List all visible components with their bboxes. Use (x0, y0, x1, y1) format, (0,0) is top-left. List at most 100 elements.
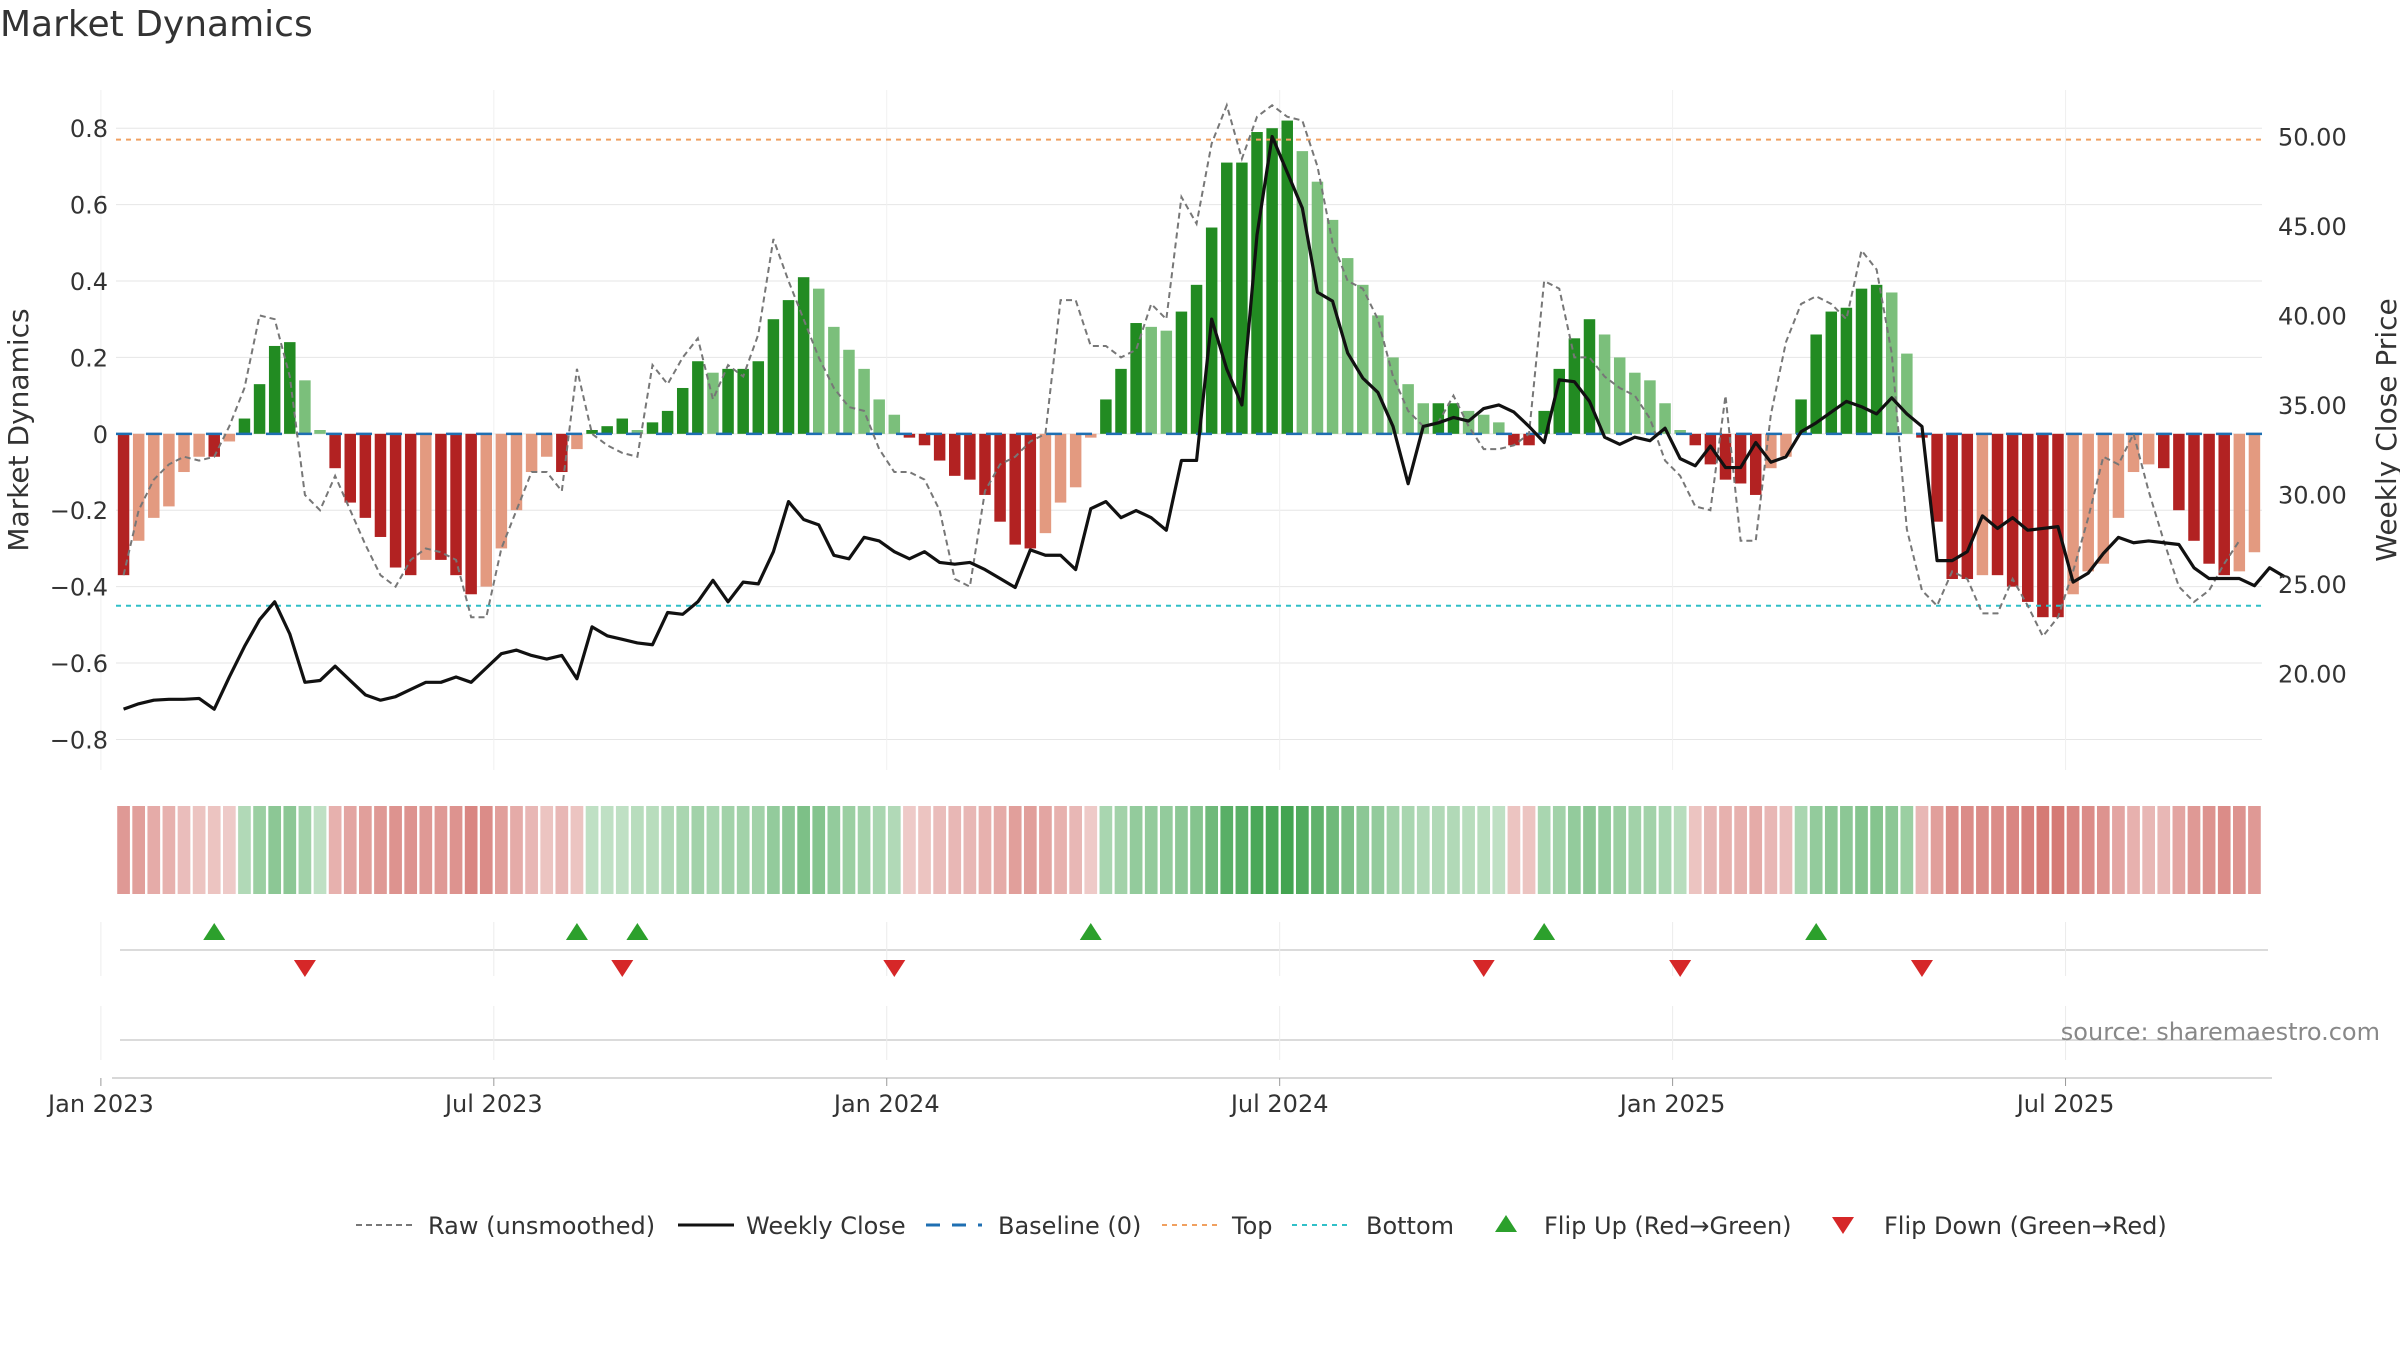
heatmap-cell (117, 806, 130, 894)
heatmap-cell (1416, 806, 1430, 894)
heatmap-cell (570, 806, 584, 894)
heatmap-cell (1129, 806, 1143, 894)
smoothed-bar (2158, 433, 2170, 469)
smoothed-bar (1039, 433, 1052, 534)
smoothed-bar (631, 430, 644, 434)
heatmap-cell (615, 806, 629, 894)
heatmap-cell (555, 806, 569, 894)
heatmap-cell (1054, 806, 1067, 894)
flip-up-marker (203, 923, 226, 940)
smoothed-bar (1885, 292, 1898, 434)
heatmap-cell (751, 806, 765, 894)
legend-item: Top (1162, 1212, 1273, 1240)
heatmap-cell (389, 806, 402, 894)
smoothed-bar (646, 422, 659, 434)
legend-label: Flip Down (Green→Red) (1884, 1212, 2167, 1240)
flip-up-marker (1079, 923, 1102, 940)
heatmap-cell (2051, 806, 2065, 894)
smoothed-bar (1870, 284, 1883, 434)
smoothed-bar (586, 430, 598, 434)
right-axis: 50.00 45.00 40.00 35.00 30.00 25.00 20.00 (2278, 124, 2347, 689)
smoothed-bar (979, 433, 991, 495)
heatmap-cell (963, 806, 977, 894)
smoothed-bar (873, 399, 885, 434)
smoothed-bar (178, 433, 190, 473)
heatmap-cell (1023, 806, 1037, 894)
smoothed-bar (1991, 433, 2004, 576)
smoothed-bar (540, 433, 553, 457)
heatmap-cell (585, 806, 599, 894)
heatmap-cell (1915, 806, 1929, 894)
legend-item: Baseline (0) (926, 1212, 1141, 1240)
heatmap-cell (1824, 806, 1838, 894)
smoothed-bar (556, 433, 568, 473)
heatmap-cell (268, 806, 282, 894)
heatmap-cell (1507, 806, 1521, 894)
smoothed-bar (1024, 433, 1037, 549)
smoothed-bar (359, 433, 372, 518)
smoothed-bar (1341, 258, 1354, 434)
heatmap-cell (495, 806, 508, 894)
flip-down-marker (293, 960, 316, 977)
heatmap-cell (887, 806, 901, 894)
heatmap-cell (479, 806, 493, 894)
heatmap-cell (1356, 806, 1370, 894)
flip-up-marker (626, 923, 649, 940)
smoothed-bar (2188, 433, 2200, 541)
x-tick-label: Jul 2025 (2015, 1090, 2115, 1118)
heatmap-cell (1885, 806, 1899, 894)
y-tick-left: −0.8 (50, 726, 108, 754)
smoothed-bar (1674, 430, 1686, 434)
y-tick-left: 0.6 (70, 192, 108, 220)
heatmap-cell (1855, 806, 1868, 894)
heatmap-cell (343, 806, 357, 894)
heatmap-cell (812, 806, 826, 894)
smoothed-bar (767, 319, 780, 434)
smoothed-bar (1689, 433, 1702, 446)
smoothed-bar (1765, 433, 1777, 469)
heatmap-cell (1568, 806, 1581, 894)
smoothed-bar (843, 349, 855, 434)
smoothed-bar (1387, 357, 1399, 434)
heatmap-cell (374, 806, 387, 894)
smoothed-bar (253, 384, 266, 434)
y-axis-label-right: Weekly Close Price (2370, 298, 2400, 561)
legend: Raw (unsmoothed) Weekly Close Baseline (0)… (356, 1212, 2167, 1240)
heatmap-cell (1960, 806, 1974, 894)
weekly-close-line (123, 134, 2286, 711)
heatmap-cell (419, 806, 433, 894)
heatmap-cell (2172, 806, 2186, 894)
heatmap-cell (2248, 806, 2261, 894)
y-tick-left: −0.4 (50, 574, 108, 602)
smoothed-bar (1704, 433, 1717, 465)
legend-swatch (1832, 1217, 1854, 1234)
heatmap-cell (736, 806, 750, 894)
y-axis-label-left: Market Dynamics (2, 308, 35, 551)
smoothed-bar (2173, 433, 2185, 511)
heatmap-cell (222, 806, 236, 894)
heatmap-cell (2096, 806, 2110, 894)
heatmap-cell (948, 806, 962, 894)
heatmap-cell (1447, 806, 1460, 894)
heatmap-cell (313, 806, 327, 894)
heatmap-cell (767, 806, 780, 894)
heatmap-cell (1840, 806, 1853, 894)
smoothed-bar (1417, 403, 1429, 434)
smoothed-bar (1629, 372, 1641, 434)
smoothed-bar (1085, 433, 1097, 438)
y-tick-left: −0.6 (50, 650, 108, 678)
heatmap-cell (978, 806, 992, 894)
heatmap-cell (631, 806, 644, 894)
raw-series (122, 102, 2241, 639)
smoothed-bar (344, 433, 356, 503)
legend-label: Bottom (1366, 1212, 1454, 1240)
legend-label: Weekly Close (746, 1212, 906, 1240)
smoothed-bar (284, 342, 296, 434)
heatmap-cell (933, 806, 946, 894)
left-axis: 0.8 0.6 0.4 0.2 0 −0.2 −0.4 −0.6 −0.8 (50, 115, 108, 754)
smoothed-bar (1810, 334, 1822, 434)
smoothed-bar (193, 433, 205, 457)
legend-label: Raw (unsmoothed) (428, 1212, 655, 1240)
heatmap-cell (1099, 806, 1113, 894)
smoothed-bar (737, 368, 749, 434)
